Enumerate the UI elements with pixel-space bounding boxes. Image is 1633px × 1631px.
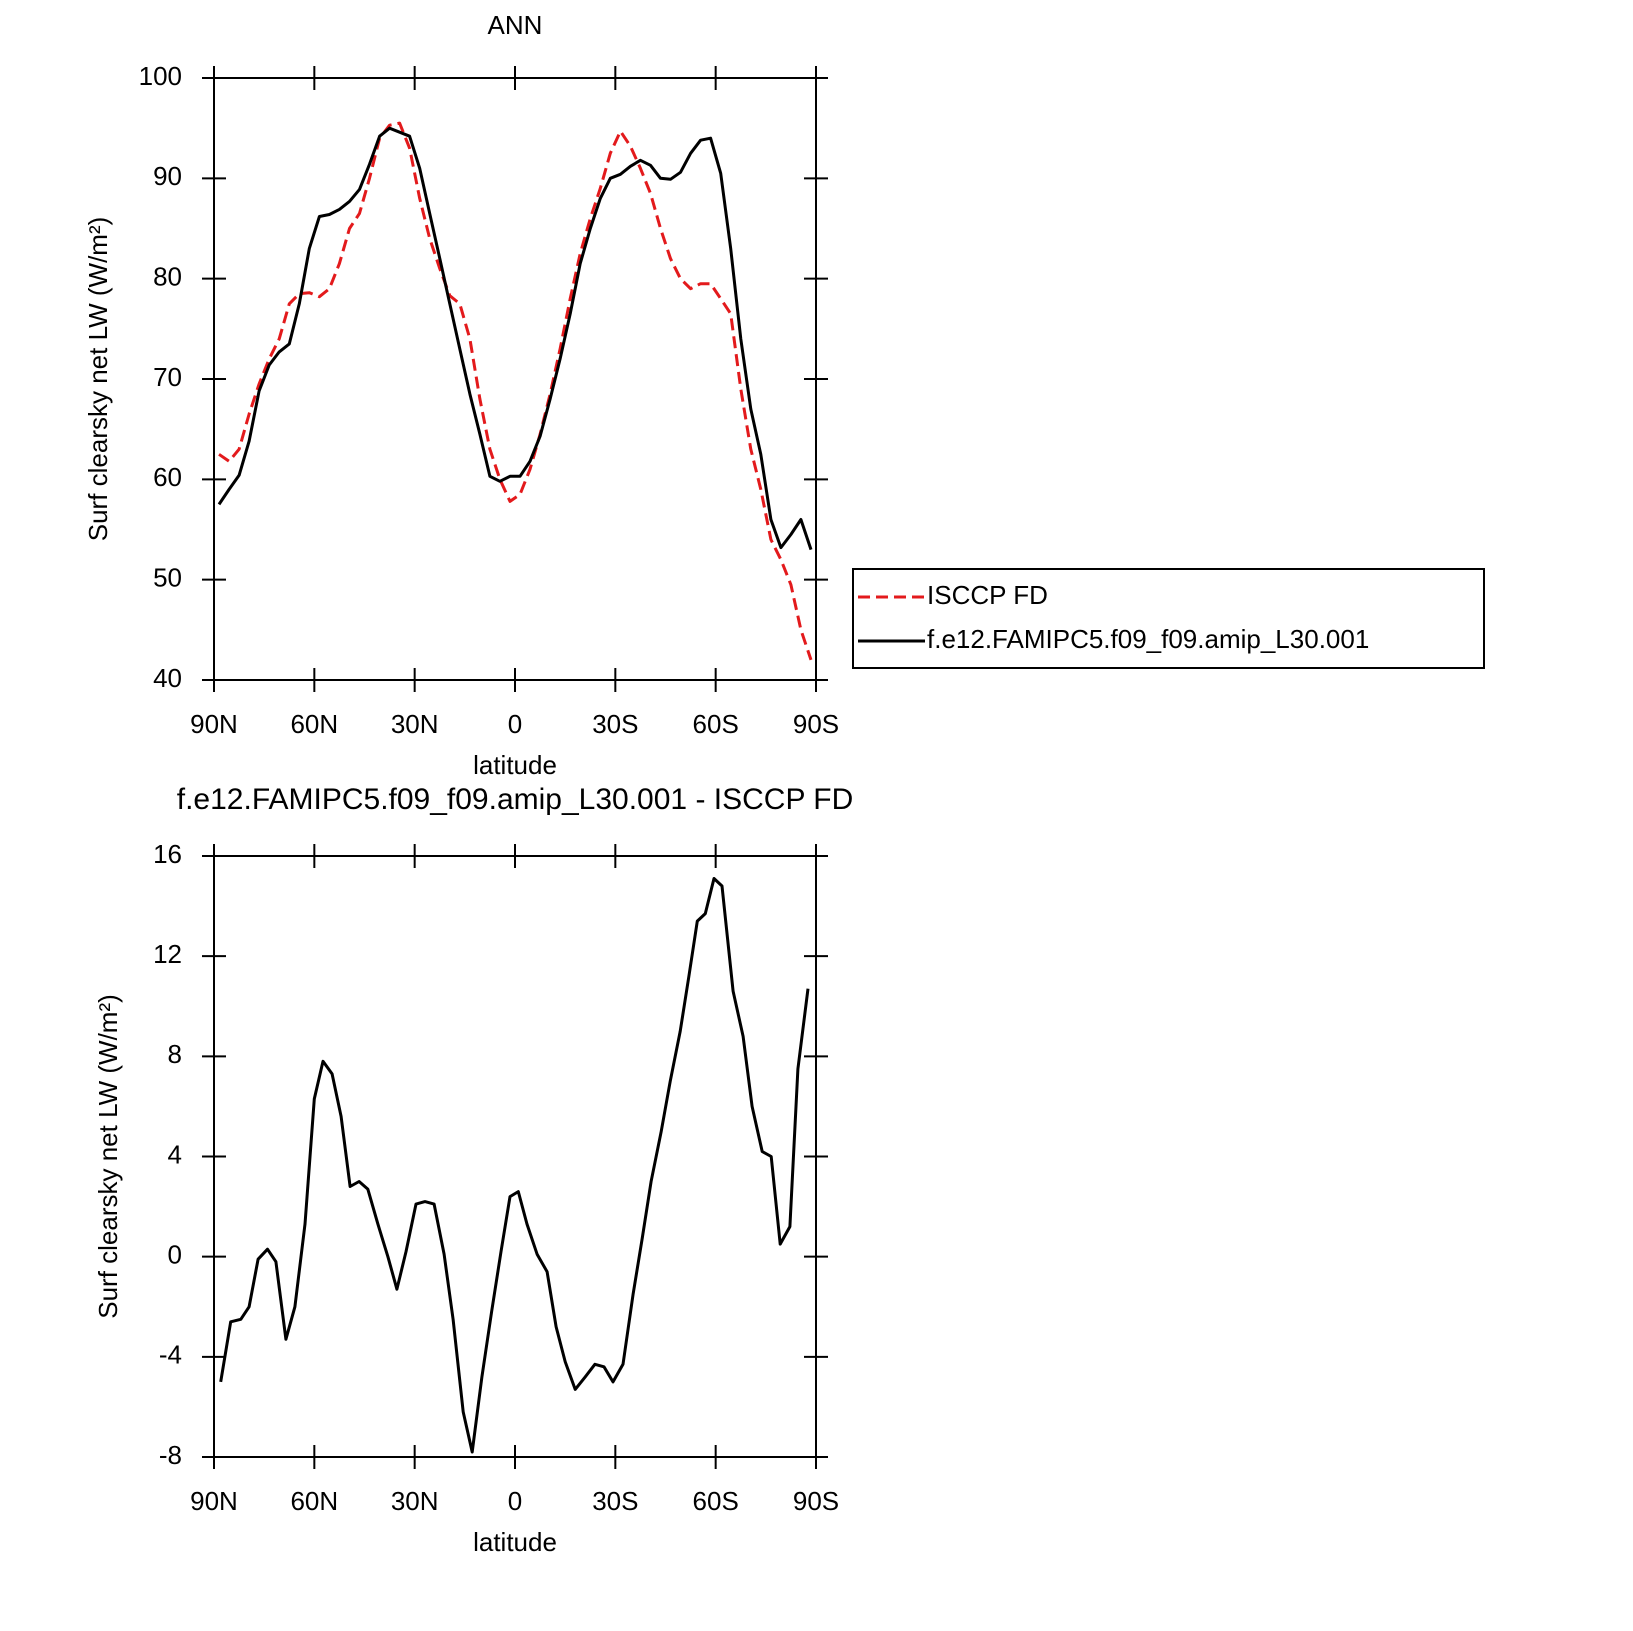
x-axis-label: latitude [473,750,557,780]
y-tick-label: 70 [153,362,182,392]
x-tick-label: 30S [592,709,638,739]
x-tick-label: 60S [693,1486,739,1516]
chart-title: ANN [488,10,543,40]
y-tick-label: 100 [139,61,182,91]
y-tick-label: 8 [168,1039,182,1069]
x-tick-label: 30N [391,709,439,739]
y-tick-label: 60 [153,462,182,492]
legend-label: f.e12.FAMIPC5.f09_f09.amip_L30.001 [927,624,1369,654]
x-tick-label: 90N [190,709,238,739]
series-line [219,877,810,1454]
y-tick-label: 50 [153,563,182,593]
x-tick-label: 60N [290,1486,338,1516]
y-tick-label: 90 [153,161,182,191]
y-tick-label: 80 [153,262,182,292]
series-line [217,126,813,551]
x-tick-label: 30N [391,1486,439,1516]
plot-frame [213,77,817,681]
y-tick-label: -4 [159,1340,182,1370]
y-tick-label: 16 [153,839,182,869]
x-tick-label: 30S [592,1486,638,1516]
x-tick-label: 90S [793,709,839,739]
legend-box [852,568,1485,669]
x-tick-label: 60S [693,709,739,739]
y-tick-label: 0 [168,1240,182,1270]
x-tick-label: 0 [508,1486,522,1516]
y-tick-label: 40 [153,663,182,693]
plot-frame [213,855,817,1458]
series-line [218,121,813,661]
chart-title: f.e12.FAMIPC5.f09_f09.amip_L30.001 - ISC… [177,783,853,816]
y-tick-label: -8 [159,1440,182,1470]
x-axis-label: latitude [473,1527,557,1557]
legend-label: ISCCP FD [927,580,1048,610]
y-tick-label: 12 [153,939,182,969]
x-tick-label: 90S [793,1486,839,1516]
y-tick-label: 4 [168,1139,182,1169]
y-axis-label: Surf clearsky net LW (W/m²) [93,994,123,1319]
y-axis-label: Surf clearsky net LW (W/m²) [83,217,113,542]
x-tick-label: 90N [190,1486,238,1516]
x-tick-label: 0 [508,709,522,739]
x-tick-label: 60N [290,709,338,739]
